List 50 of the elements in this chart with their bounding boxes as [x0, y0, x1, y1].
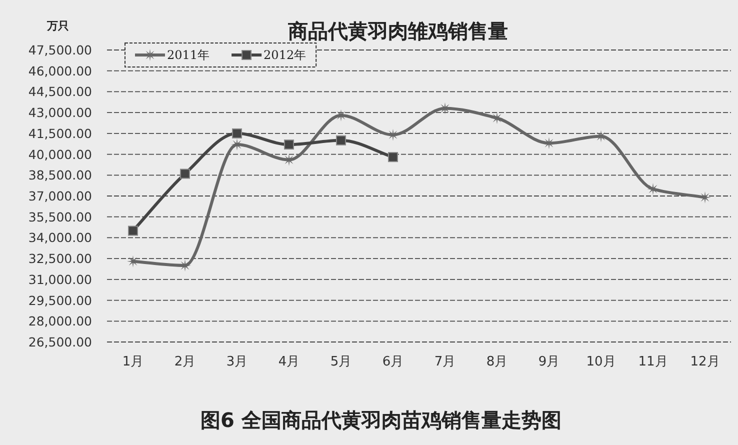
x-tick-label: 8月 — [486, 354, 508, 370]
y-axis-title: 万只 — [46, 20, 69, 32]
y-tick-label: 43,000.00 — [28, 105, 92, 120]
y-tick-label: 47,500.00 — [28, 42, 92, 58]
x-tick-label: 1月 — [122, 354, 144, 370]
x-tick-label: 2月 — [174, 354, 196, 370]
point — [231, 138, 243, 151]
x-tick-label: 3月 — [226, 354, 248, 370]
x-tick-label: 5月 — [330, 354, 352, 370]
y-tick-label: 26,500.00 — [28, 334, 92, 350]
chart-title: 商品代黄羽肉雏鸡销售量 — [287, 19, 508, 43]
point — [388, 152, 398, 162]
y-tick-label: 34,000.00 — [28, 230, 92, 246]
point — [232, 128, 242, 138]
point — [491, 112, 503, 124]
x-tick-label: 4月 — [278, 354, 300, 370]
point — [284, 140, 294, 150]
y-tick-label: 29,500.00 — [28, 292, 92, 308]
y-tick-label: 46,000.00 — [28, 63, 92, 78]
point — [127, 255, 139, 268]
x-tick-label: 9月 — [538, 354, 560, 370]
point — [699, 191, 711, 204]
y-tick-label: 35,500.00 — [28, 209, 92, 224]
y-tick-label: 40,000.00 — [28, 146, 92, 162]
point — [543, 137, 555, 150]
point — [387, 128, 399, 141]
point — [180, 168, 190, 179]
x-tick-label: 11月 — [638, 354, 668, 370]
point — [179, 260, 191, 272]
y-tick-label: 37,000.00 — [28, 188, 92, 204]
y-tick-label: 44,500.00 — [28, 84, 92, 100]
point — [595, 130, 607, 142]
point — [128, 226, 138, 236]
x-tick-label: 12月 — [690, 354, 720, 370]
y-tick-label: 31,000.00 — [28, 272, 92, 287]
y-tick-label: 41,500.00 — [28, 126, 92, 141]
x-tick-label: 7月 — [434, 354, 456, 370]
y-tick-label: 32,500.00 — [28, 251, 92, 266]
point — [439, 102, 451, 114]
y-tick-label: 38,500.00 — [28, 168, 92, 183]
legend-label: 2012年 — [264, 48, 306, 62]
legend-label: 2011年 — [167, 48, 210, 62]
y-tick-label: 28,000.00 — [28, 314, 92, 329]
caption: 图6 全国商品代黄羽肉苗鸡销售量走势图 — [200, 408, 562, 432]
point — [283, 154, 295, 166]
x-tick-label: 10月 — [586, 354, 616, 370]
x-tick-label: 6月 — [382, 354, 404, 370]
point — [336, 135, 346, 146]
point — [335, 109, 347, 122]
point — [647, 183, 659, 196]
